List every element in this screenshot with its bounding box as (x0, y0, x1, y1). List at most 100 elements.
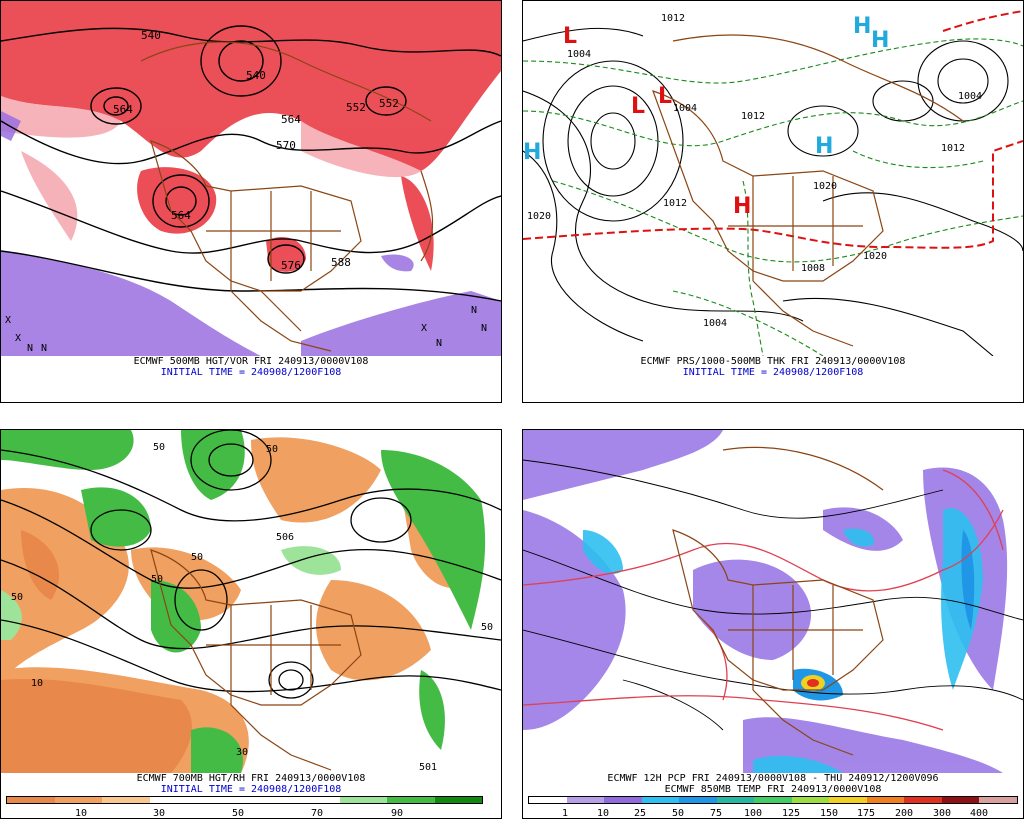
svg-text:1012: 1012 (663, 198, 687, 209)
svg-text:50: 50 (266, 444, 278, 455)
svg-text:30: 30 (236, 747, 248, 758)
legend-tick: 50 (231, 808, 245, 819)
svg-text:H: H (853, 14, 871, 39)
pressure-map: L L L H H H H H 1012 1004 1004 1012 1012… (523, 1, 1023, 356)
legend-tick: 100 (743, 808, 763, 819)
vorticity-fill (1, 1, 501, 272)
legend-tick: 150 (819, 808, 839, 819)
svg-text:50: 50 (153, 442, 165, 453)
panel-500mb-vorticity: 540 540 552 564 564 570 576 564 552 588 … (0, 0, 502, 403)
coastlines (140, 41, 434, 352)
svg-text:50: 50 (191, 552, 203, 563)
legend-swatch (641, 797, 680, 803)
svg-text:N: N (27, 343, 33, 354)
svg-text:L: L (631, 94, 645, 119)
isobar-labels: 1012 1004 1004 1012 1012 1020 1020 1004 … (527, 13, 982, 329)
extrema-marks: X X N N N N X N (5, 305, 487, 354)
legend-tick: 10 (74, 808, 88, 819)
panel-caption: ECMWF 700MB HGT/RH FRI 240913/0000V108 (136, 773, 366, 784)
svg-text:1012: 1012 (941, 143, 965, 154)
svg-text:X: X (15, 333, 21, 344)
panel-caption: ECMWF PRS/1000-500MB THK FRI 240913/0000… (640, 356, 906, 367)
legend-swatch (339, 797, 387, 803)
legend-tick: 70 (310, 808, 324, 819)
legend-tick: 175 (856, 808, 876, 819)
svg-text:10: 10 (31, 678, 43, 689)
legend-swatch (7, 797, 55, 803)
initial-time-caption: INITIAL TIME = 240908/1200F108 (160, 784, 342, 795)
svg-text:576: 576 (281, 259, 301, 272)
svg-text:H: H (815, 134, 833, 159)
svg-text:552: 552 (379, 97, 399, 110)
rh-color-bar (6, 796, 483, 804)
rh-color-legend: 10 30 50 70 90 (1, 796, 501, 818)
svg-text:N: N (471, 305, 477, 316)
legend-tick: 50 (671, 808, 685, 819)
panel-caption: ECMWF 12H PCP FRI 240913/0000V108 - THU … (607, 773, 939, 784)
svg-text:540: 540 (246, 69, 266, 82)
legend-swatch (244, 797, 292, 803)
panel-pressure-thickness: L L L H H H H H 1012 1004 1004 1012 1012… (522, 0, 1024, 403)
legend-swatch (829, 797, 867, 803)
svg-text:1020: 1020 (813, 181, 837, 192)
legend-swatch (292, 797, 340, 803)
svg-text:H: H (523, 140, 541, 165)
precip-color-bar (528, 796, 1018, 804)
contour-labels: 540 540 552 564 564 570 576 564 552 588 (113, 29, 399, 272)
thickness-lines (523, 38, 1023, 356)
legend-swatch (529, 797, 567, 803)
panel-700mb-rh: 50 50 506 50 50 50 10 50 30 501 ECMWF 70… (0, 429, 502, 819)
svg-text:540: 540 (141, 29, 161, 42)
legend-tick: 10 (596, 808, 610, 819)
svg-text:501: 501 (419, 762, 437, 773)
pressure-centers: L L L H H H H H (523, 14, 889, 219)
coastlines (150, 549, 362, 771)
vorticity-light (1, 96, 421, 241)
panel-precip-850temp: ECMWF 12H PCP FRI 240913/0000V108 - THU … (522, 429, 1024, 819)
freezing-line (523, 10, 1023, 249)
svg-text:50: 50 (11, 592, 23, 603)
legend-tick: 400 (969, 808, 989, 819)
legend-swatch (866, 797, 905, 803)
svg-text:552: 552 (346, 101, 366, 114)
legend-swatch (434, 797, 482, 803)
humidity-map: 50 50 506 50 50 50 10 50 30 501 (1, 430, 501, 773)
svg-text:564: 564 (281, 113, 301, 126)
legend-swatch (716, 797, 755, 803)
legend-swatch (54, 797, 102, 803)
svg-text:588: 588 (331, 256, 351, 269)
legend-tick: 1 (561, 808, 569, 819)
legend-swatch (149, 797, 197, 803)
legend-swatch (941, 797, 980, 803)
panel-subcaption: ECMWF 850MB TEMP FRI 240913/0000V108 (664, 784, 882, 795)
svg-text:X: X (5, 315, 11, 326)
svg-text:1020: 1020 (863, 251, 887, 262)
coastlines (652, 34, 964, 347)
legend-tick: 30 (152, 808, 166, 819)
legend-tick: 25 (633, 808, 647, 819)
svg-text:1004: 1004 (673, 103, 697, 114)
svg-text:L: L (563, 24, 577, 49)
svg-text:564: 564 (113, 103, 133, 116)
legend-swatch (679, 797, 717, 803)
svg-text:1004: 1004 (958, 91, 982, 102)
negative-vorticity-fill (1, 111, 501, 356)
svg-text:N: N (41, 343, 47, 354)
legend-swatch (754, 797, 792, 803)
svg-text:1004: 1004 (567, 49, 591, 60)
height-contours (1, 25, 501, 302)
legend-tick: 75 (709, 808, 723, 819)
initial-time-caption: INITIAL TIME = 240908/1200F108 (682, 367, 864, 378)
svg-text:N: N (436, 338, 442, 349)
svg-text:1020: 1020 (527, 211, 551, 222)
legend-tick: 200 (894, 808, 914, 819)
svg-text:1004: 1004 (703, 318, 727, 329)
svg-text:X: X (421, 323, 427, 334)
legend-swatch (904, 797, 942, 803)
svg-text:1012: 1012 (661, 13, 685, 24)
precip-color-legend: 1 10 25 50 75 100 125 150 175 200 300 40… (523, 796, 1023, 818)
legend-swatch (791, 797, 830, 803)
svg-text:50: 50 (151, 574, 163, 585)
precip-map (523, 430, 1023, 773)
legend-swatch (979, 797, 1017, 803)
